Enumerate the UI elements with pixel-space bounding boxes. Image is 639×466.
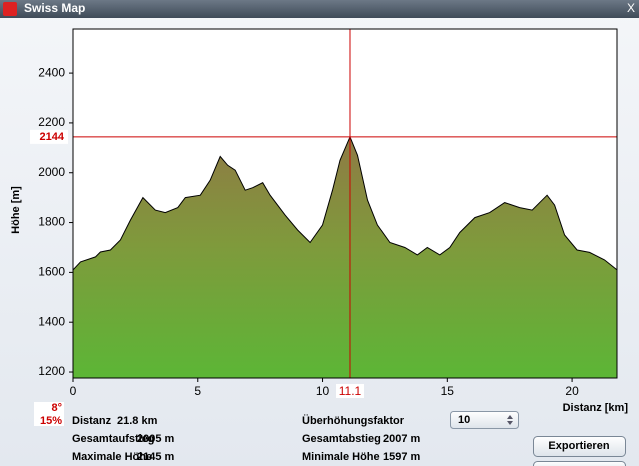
y-tick-label: 1200 — [38, 364, 65, 378]
y-tick-label: 1600 — [38, 265, 65, 279]
y-tick-label: 2000 — [38, 165, 65, 179]
x-tick-label: 10 — [316, 384, 330, 398]
cursor-y-label-bg — [30, 129, 68, 144]
window-title: Swiss Map — [24, 1, 85, 15]
y-tick-label: 1400 — [38, 314, 65, 328]
export-button-label: Exportieren — [548, 440, 609, 452]
stat-value: 2007 m — [383, 433, 421, 445]
stat-label: Distanz — [72, 415, 112, 427]
factor-value: 10 — [458, 414, 470, 426]
x-axis-label: Distanz [km] — [563, 402, 629, 414]
cursor-x-label-bg — [335, 384, 364, 398]
y-tick-label: 2200 — [38, 115, 65, 129]
stat-label: Gesamtabstieg — [302, 433, 381, 445]
cursor-x-label: 11.1 — [339, 384, 362, 398]
slope-degrees: 8° — [51, 402, 62, 414]
spinner-arrows[interactable] — [507, 415, 513, 425]
y-axis-label: Höhe [m] — [10, 186, 22, 234]
elevation-area — [72, 135, 618, 379]
button[interactable] — [533, 461, 626, 466]
x-tick-label: 5 — [194, 384, 201, 398]
title-bar — [0, 0, 639, 18]
cursor-y-label: 2144 — [40, 131, 65, 143]
stat-label: Gesamtaufstieg — [72, 433, 155, 445]
stat-value: 21.8 km — [117, 415, 158, 427]
factor-spinner[interactable] — [450, 411, 519, 429]
slope-percent: 15% — [40, 415, 62, 427]
stat-label: Maximale Höhe — [72, 451, 152, 463]
x-tick-label: 15 — [441, 384, 455, 398]
app-icon — [3, 2, 17, 16]
y-tick-label: 2400 — [38, 65, 65, 79]
stat-value: 1597 m — [383, 451, 421, 463]
slope-bg — [34, 402, 64, 426]
factor-label: Überhöhungsfaktor — [302, 414, 405, 427]
stat-value: 2145 m — [137, 451, 175, 463]
stat-value: 2005 m — [137, 433, 175, 445]
export-button[interactable] — [533, 436, 626, 457]
y-tick-label: 1800 — [38, 215, 65, 229]
close-button[interactable]: X — [627, 1, 635, 15]
x-tick-label: 0 — [70, 384, 77, 398]
stat-label: Minimale Höhe — [302, 451, 380, 463]
x-tick-label: 20 — [565, 384, 579, 398]
plot-frame — [72, 28, 618, 379]
